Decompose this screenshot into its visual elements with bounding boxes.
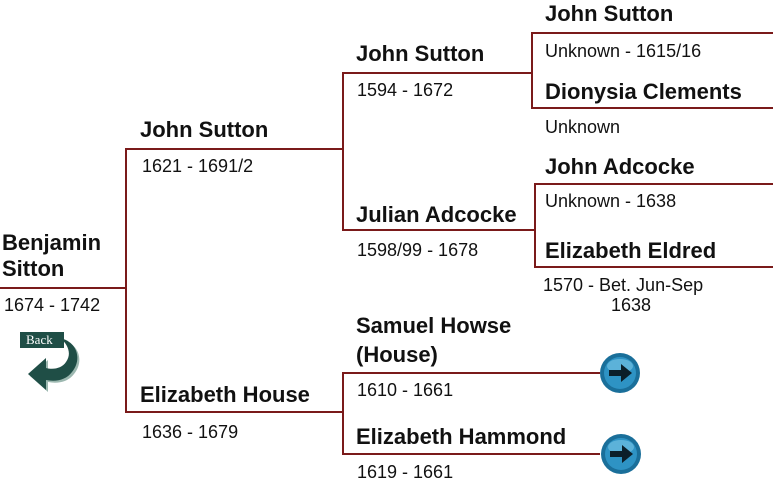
ggp4-name[interactable]: Elizabeth Eldred [545, 238, 717, 263]
ggp2-name[interactable]: Dionysia Clements [545, 79, 742, 104]
root-person-name[interactable]: Benjamin Sitton [2, 230, 101, 282]
father-vertical-line [342, 72, 344, 230]
ggp3-line [534, 183, 773, 185]
ggp4-dates-line2: 1638 [611, 295, 652, 315]
back-button[interactable]: Back [18, 330, 86, 394]
pat-grandmother-vertical-line [534, 183, 536, 267]
pat-grandfather-dates: 1594 - 1672 [357, 80, 454, 100]
mat-grandfather-name-line2: (House) [356, 342, 438, 367]
right-arrow-circle-icon [600, 353, 640, 393]
root-connector-line [0, 287, 126, 289]
right-arrow-circle-icon [601, 434, 641, 474]
root-vertical-line [125, 148, 127, 412]
ggp4-dates-line1: 1570 - Bet. Jun-Sep [543, 275, 704, 295]
pat-grandmother-dates: 1598/99 - 1678 [357, 240, 479, 260]
mother-vertical-line [342, 372, 344, 454]
curved-back-arrow-icon [20, 332, 80, 392]
pat-grandfather-vertical-line [531, 32, 533, 108]
ggp1-line [531, 32, 773, 34]
father-dates: 1621 - 1691/2 [142, 156, 254, 176]
ggp2-dates: Unknown [545, 117, 621, 137]
mat-grandfather-line [342, 372, 600, 374]
root-name-line1: Benjamin [2, 230, 102, 255]
mat-grandfather-name[interactable]: Samuel Howse (House) [356, 311, 511, 369]
pat-grandfather-name[interactable]: John Sutton [356, 41, 485, 66]
mat-grandmother-forward-button[interactable] [600, 433, 642, 475]
father-name[interactable]: John Sutton [140, 117, 269, 142]
mat-grandfather-forward-button[interactable] [599, 352, 641, 394]
ggp3-name[interactable]: John Adcocke [545, 154, 695, 179]
root-name-line2: Sitton [2, 256, 65, 281]
mat-grandmother-name[interactable]: Elizabeth Hammond [356, 424, 567, 449]
pat-grandmother-name[interactable]: Julian Adcocke [356, 202, 517, 227]
ggp4-line [534, 266, 773, 268]
mat-grandfather-dates: 1610 - 1661 [357, 380, 454, 400]
mat-grandmother-line [342, 453, 600, 455]
ggp1-dates: Unknown - 1615/16 [545, 41, 702, 61]
mother-line [125, 411, 343, 413]
mother-name[interactable]: Elizabeth House [140, 382, 310, 407]
pat-grandfather-line [342, 72, 532, 74]
back-button-label: Back [26, 332, 53, 347]
ggp2-line [531, 107, 773, 109]
ggp3-dates: Unknown - 1638 [545, 191, 677, 211]
root-person-dates: 1674 - 1742 [4, 295, 101, 315]
mat-grandmother-dates: 1619 - 1661 [357, 462, 454, 482]
ggp1-name[interactable]: John Sutton [545, 1, 674, 26]
mother-dates: 1636 - 1679 [142, 422, 239, 442]
pat-grandmother-line [342, 229, 535, 231]
father-line [125, 148, 343, 150]
ggp4-dates: 1570 - Bet. Jun-Sep 1638 [543, 275, 703, 315]
mat-grandfather-name-line1: Samuel Howse [356, 313, 512, 338]
